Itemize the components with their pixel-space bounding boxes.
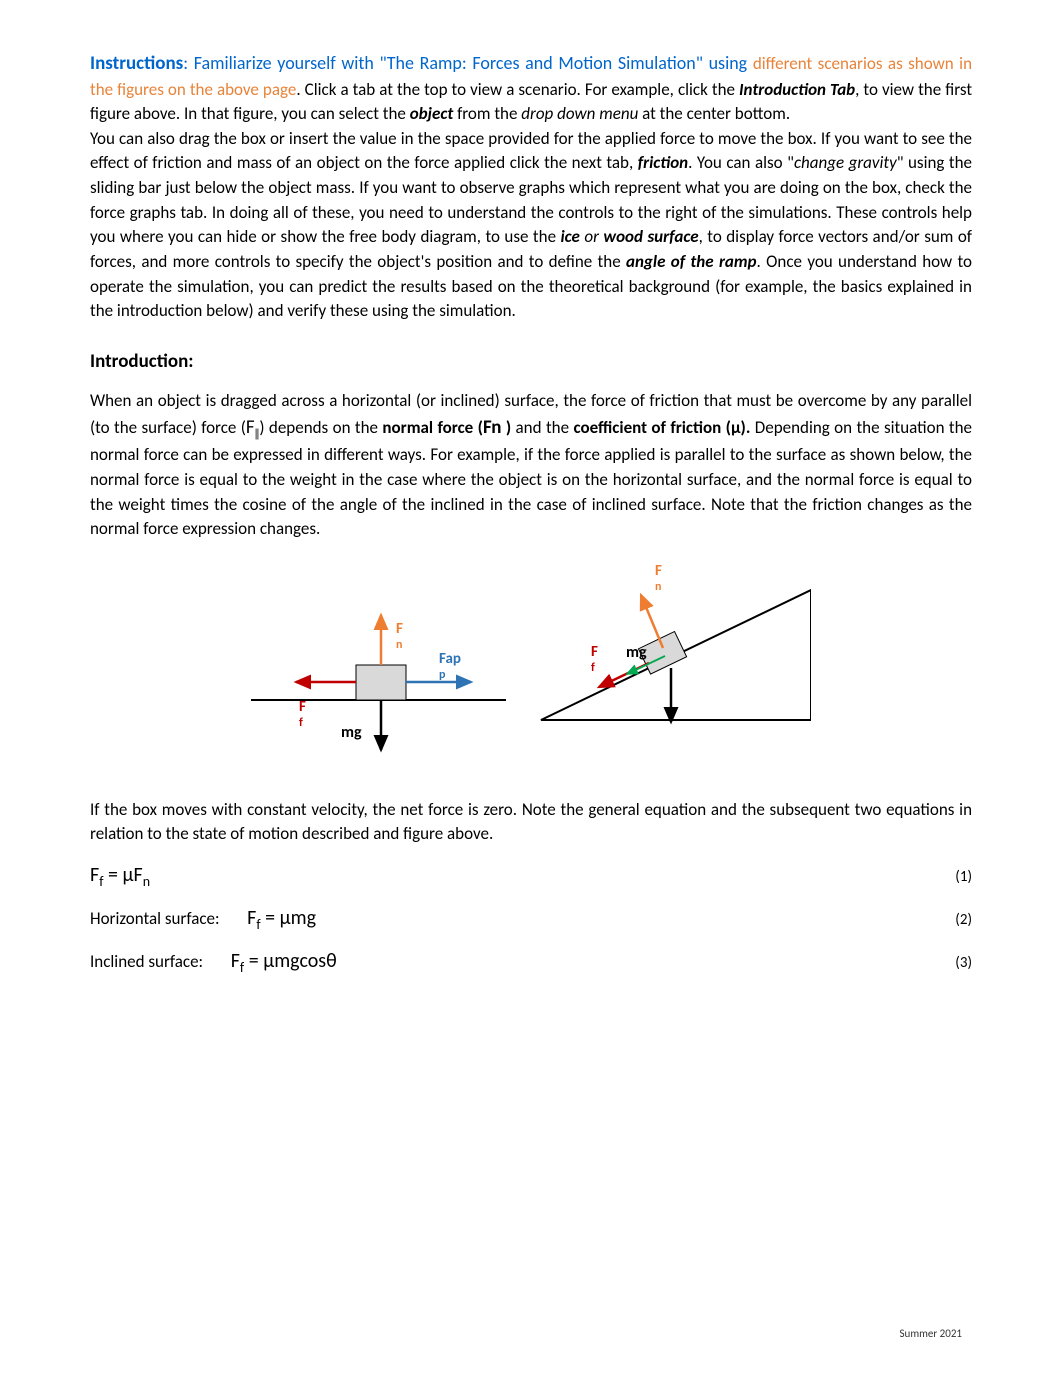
horiz-box [356,665,406,700]
instructions-p1c: from the [457,103,521,124]
Fn-symbol: Fn [483,416,501,439]
horiz-fapp-label: Fap p [439,652,461,682]
incl-mg-label: mg [626,645,647,661]
instructions-p1d: at the center bottom. [638,103,790,124]
equation-3-row: Inclined surface: Ff = μmgcosθ (3) [90,949,972,976]
instructions-block: Instructions: Familiarize yourself with … [90,50,972,324]
simulation-link[interactable]: The Ramp: Forces and Motion Simulation [387,52,696,74]
wood-word: wood surface [603,226,698,247]
equation-2: Horizontal surface: Ff = μmg [90,906,316,933]
horiz-mg-label: mg [341,725,362,741]
horiz-fn-label: F n [396,622,403,652]
ice-word: ice [561,226,580,247]
equation-3-number: (3) [955,954,972,972]
footer-text: Summer 2021 [899,1327,962,1340]
horiz-ff-label: F f [299,700,306,730]
F-symbol: F [246,416,255,439]
equation-2-row: Horizontal surface: Ff = μmg (2) [90,906,972,933]
close-paren: ) [501,417,511,438]
introduction-tab-ref: Introduction Tab [739,79,855,100]
incl-fn-arrow [641,595,663,648]
equation-1-number: (1) [955,868,972,886]
diagram-svg [251,560,811,780]
eq2-label: Horizontal surface: [90,908,220,929]
equation-1-row: Ff = μFn (1) [90,863,972,890]
friction-word: friction [638,152,688,173]
intro-p2: If the box moves with constant velocity,… [90,798,972,847]
equation-3: Inclined surface: Ff = μmgcosθ [90,949,337,976]
intro-p1: When an object is dragged across a horiz… [90,389,972,542]
angle-word: angle of the ramp [626,251,757,272]
incl-ff-label: F f [591,645,598,675]
change-gravity-word: change gravity [794,152,897,173]
eq3-label: Inclined surface: [90,951,203,972]
coeff-text: coefficient of friction (μ). [573,417,750,438]
intro-p1c: and the [511,417,573,438]
force-diagram: F n Fap p F f mg F n F f mg [251,560,811,780]
intro-p1b: ) depends on the [259,417,382,438]
object-word: object [406,103,457,124]
instructions-title: Instructions [90,52,183,75]
instructions-link-intro: : Familiarize yourself with " [183,52,387,74]
dropdown-word: drop down menu [521,103,638,124]
instructions-link-after: " using [696,52,753,74]
or-word: or [580,226,604,247]
instructions-p1a: . Click a tab at the top to view a scena… [296,79,739,100]
instructions-p2b: . You can also " [688,152,794,173]
equation-2-number: (2) [955,911,972,929]
equation-1: Ff = μFn [90,863,150,890]
incl-fn-label: F n [655,564,662,594]
introduction-heading: Introduction: [90,350,972,373]
normal-force-text: normal force ( [382,417,483,438]
